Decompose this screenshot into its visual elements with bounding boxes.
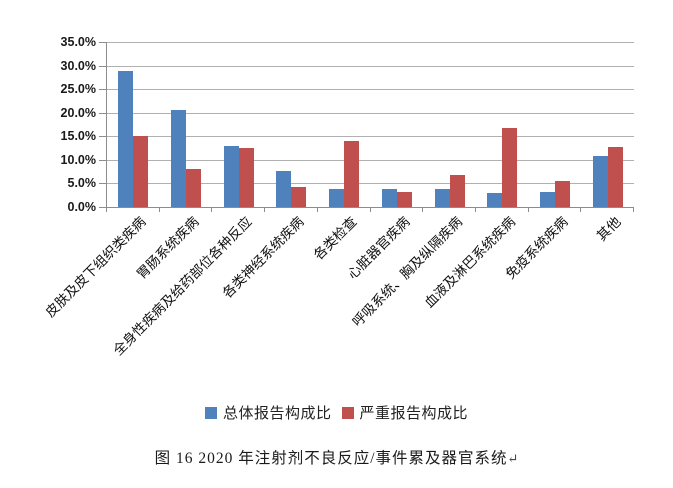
bar bbox=[329, 188, 345, 207]
x-axis-tick bbox=[422, 208, 424, 212]
x-axis-label: 皮肤及皮下组织类疾病 bbox=[42, 214, 149, 321]
chart-legend: 总体报告构成比 严重报告构成比 bbox=[0, 402, 673, 423]
y-axis-label: 5.0% bbox=[67, 176, 97, 191]
y-axis-label: 15.0% bbox=[60, 129, 96, 144]
bar bbox=[238, 147, 254, 207]
bar bbox=[607, 147, 623, 207]
gridline bbox=[107, 159, 634, 161]
y-axis-label: 30.0% bbox=[60, 58, 96, 73]
x-axis-tick bbox=[527, 208, 529, 212]
x-axis-tick bbox=[211, 208, 213, 212]
legend-item: 严重报告构成比 bbox=[341, 402, 469, 423]
y-axis-tick bbox=[99, 207, 106, 208]
x-axis-tick bbox=[158, 208, 160, 212]
y-axis-tick bbox=[99, 89, 106, 91]
gridline bbox=[107, 112, 634, 114]
x-axis-tick bbox=[580, 208, 582, 212]
y-axis-label: 25.0% bbox=[60, 82, 96, 97]
y-axis-tick bbox=[99, 112, 106, 114]
caption-text: 图 16 2020 年注射剂不良反应/事件累及器官系统 bbox=[154, 450, 508, 467]
x-axis-tick bbox=[316, 208, 318, 212]
x-axis-tick bbox=[106, 208, 107, 212]
y-axis-tick bbox=[99, 65, 106, 67]
legend-swatch bbox=[204, 406, 217, 419]
x-axis-tick bbox=[633, 208, 634, 212]
y-axis-tick bbox=[99, 136, 106, 138]
bar-chart: 0.0% 5.0% 10.0% 15.0% 20.0% 25.0% 30.0% 35.0% 皮… bbox=[0, 35, 673, 423]
bar bbox=[434, 189, 450, 207]
gridline bbox=[107, 136, 634, 138]
bar bbox=[592, 156, 608, 207]
y-axis-label: 10.0% bbox=[60, 152, 96, 167]
y-axis-label: 35.0% bbox=[60, 35, 96, 49]
bar bbox=[449, 174, 465, 207]
y-axis-tick bbox=[99, 183, 106, 185]
gridline bbox=[107, 65, 634, 67]
bar bbox=[291, 187, 307, 207]
x-axis-tick bbox=[264, 208, 266, 212]
plot-area bbox=[106, 42, 634, 208]
legend-swatch bbox=[341, 406, 354, 419]
legend-item: 总体报告构成比 bbox=[204, 402, 332, 423]
x-axis-label: 各类检查 bbox=[310, 214, 360, 263]
bar bbox=[118, 71, 134, 207]
y-axis-tick bbox=[99, 42, 106, 43]
x-axis-tick bbox=[474, 208, 476, 212]
figure-caption: 图 16 2020 年注射剂不良反应/事件累及器官系统↵ bbox=[0, 446, 673, 468]
bar bbox=[554, 181, 570, 207]
bar bbox=[396, 192, 412, 207]
x-axis-label: 血液及淋巴系统疾病 bbox=[421, 214, 518, 311]
gridline bbox=[107, 183, 634, 185]
bar bbox=[186, 168, 202, 207]
x-axis-tick bbox=[369, 208, 371, 212]
bar bbox=[171, 109, 187, 207]
bar bbox=[502, 128, 518, 207]
bar bbox=[344, 141, 360, 207]
paragraph-mark-icon: ↵ bbox=[507, 451, 519, 466]
legend-label: 总体报告构成比 bbox=[222, 405, 332, 422]
bar bbox=[276, 170, 292, 207]
gridline bbox=[107, 42, 634, 43]
bar bbox=[539, 192, 555, 207]
x-axis-label: 其他 bbox=[593, 214, 624, 244]
y-axis-tick bbox=[99, 159, 106, 161]
bar bbox=[133, 136, 149, 207]
bar bbox=[381, 189, 397, 207]
y-axis-label: 20.0% bbox=[60, 105, 96, 120]
bar bbox=[223, 146, 239, 207]
bar bbox=[487, 193, 503, 207]
gridline bbox=[107, 89, 634, 91]
legend-label: 严重报告构成比 bbox=[359, 405, 469, 422]
y-axis-label: 0.0% bbox=[67, 200, 97, 214]
